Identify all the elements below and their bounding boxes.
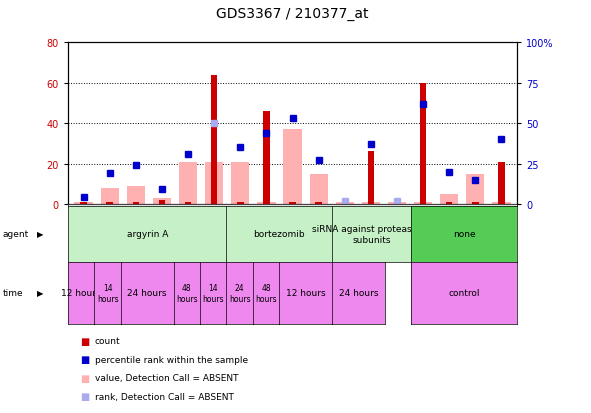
Text: 48
hours: 48 hours xyxy=(255,284,277,303)
Bar xyxy=(284,130,301,204)
Bar xyxy=(237,202,243,204)
Bar xyxy=(74,202,93,204)
Text: count: count xyxy=(95,336,120,345)
Bar xyxy=(100,188,119,204)
Bar xyxy=(185,202,191,204)
Text: siRNA against proteasome
subunits: siRNA against proteasome subunits xyxy=(312,225,431,244)
Text: 24 hours: 24 hours xyxy=(339,289,378,298)
Bar xyxy=(289,202,296,204)
Text: ■: ■ xyxy=(80,392,89,401)
Bar xyxy=(231,162,249,204)
Text: ▶: ▶ xyxy=(37,230,43,239)
Text: value, Detection Call = ABSENT: value, Detection Call = ABSENT xyxy=(95,373,238,382)
Bar xyxy=(205,162,223,204)
Text: 14
hours: 14 hours xyxy=(203,284,224,303)
Bar xyxy=(414,202,432,204)
Bar xyxy=(342,202,348,204)
Text: 12 hours: 12 hours xyxy=(286,289,326,298)
Text: ■: ■ xyxy=(80,336,89,346)
Text: 24
hours: 24 hours xyxy=(229,284,251,303)
Text: time: time xyxy=(3,289,24,298)
Bar xyxy=(80,202,87,204)
Bar xyxy=(159,200,165,204)
Text: ■: ■ xyxy=(80,373,89,383)
Bar xyxy=(211,76,217,204)
Bar xyxy=(492,202,511,204)
Bar xyxy=(126,186,145,204)
Bar xyxy=(472,202,479,204)
Bar xyxy=(466,174,485,204)
Bar xyxy=(394,202,400,204)
Bar xyxy=(257,202,275,204)
Bar xyxy=(446,202,453,204)
Bar xyxy=(179,162,197,204)
Bar xyxy=(132,202,139,204)
Text: bortezomib: bortezomib xyxy=(254,230,305,239)
Text: ▶: ▶ xyxy=(37,289,43,298)
Bar xyxy=(153,198,171,204)
Bar xyxy=(316,202,322,204)
Text: 24 hours: 24 hours xyxy=(128,289,167,298)
Bar xyxy=(498,162,505,204)
Text: ■: ■ xyxy=(80,354,89,364)
Bar xyxy=(106,202,113,204)
Bar xyxy=(368,152,374,204)
Bar xyxy=(263,112,269,204)
Text: agent: agent xyxy=(3,230,29,239)
Bar xyxy=(310,174,328,204)
Bar xyxy=(420,83,426,204)
Text: GDS3367 / 210377_at: GDS3367 / 210377_at xyxy=(216,7,369,21)
Text: percentile rank within the sample: percentile rank within the sample xyxy=(95,355,248,364)
Text: argyrin A: argyrin A xyxy=(126,230,168,239)
Text: none: none xyxy=(453,230,476,239)
Text: 12 hours: 12 hours xyxy=(61,289,101,298)
Text: 48
hours: 48 hours xyxy=(176,284,197,303)
Bar xyxy=(388,202,406,204)
Text: rank, Detection Call = ABSENT: rank, Detection Call = ABSENT xyxy=(95,392,233,401)
Bar xyxy=(336,202,354,204)
Text: control: control xyxy=(449,289,480,298)
Bar xyxy=(362,202,380,204)
Text: 14
hours: 14 hours xyxy=(97,284,118,303)
Bar xyxy=(440,195,459,204)
